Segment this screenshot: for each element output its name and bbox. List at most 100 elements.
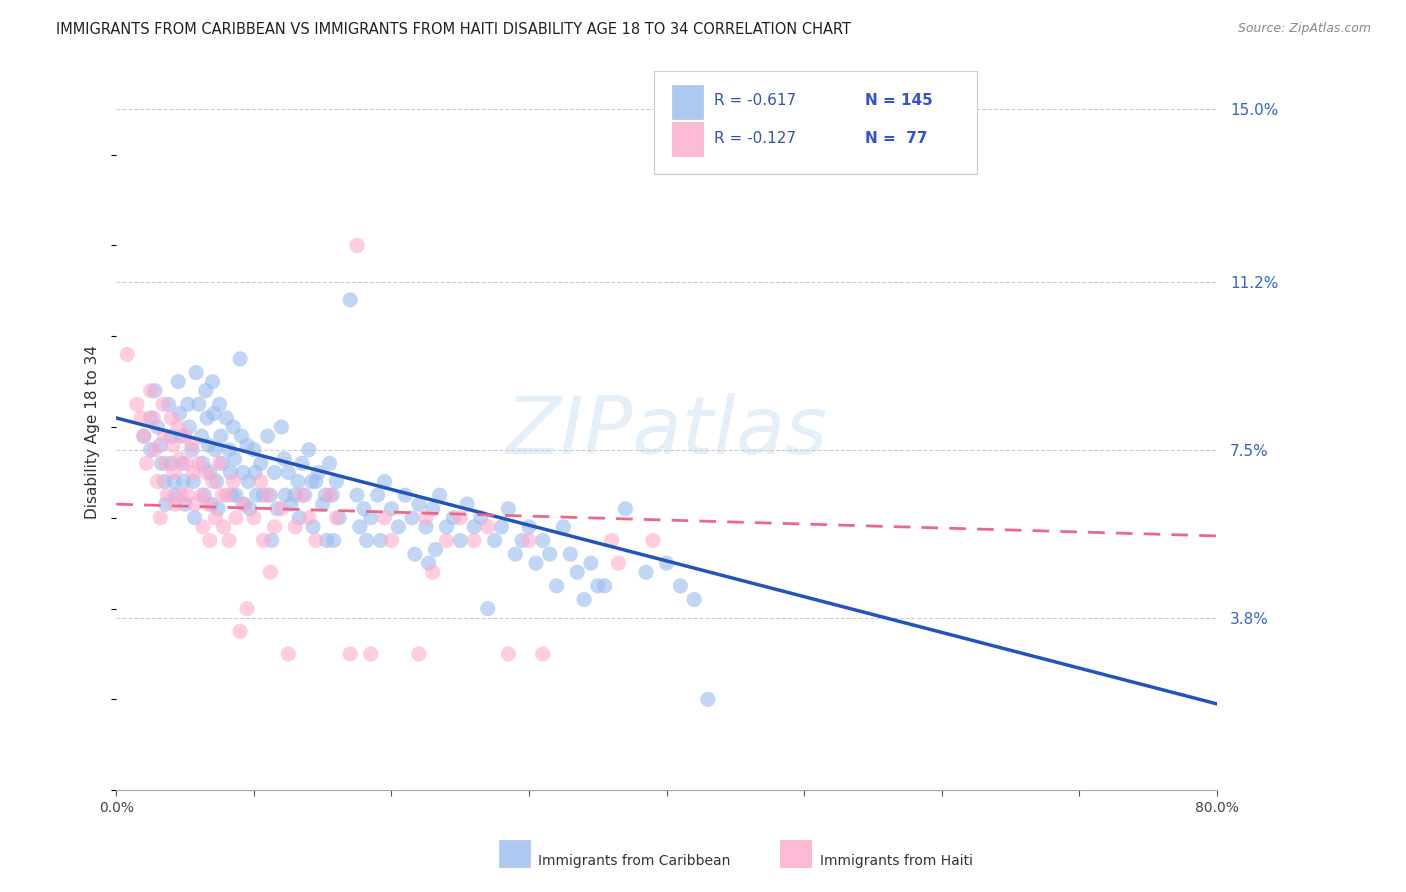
Point xyxy=(219,466,242,480)
Point xyxy=(593,579,616,593)
Point xyxy=(436,533,458,548)
Point xyxy=(425,542,447,557)
Point xyxy=(229,351,252,366)
Point xyxy=(302,520,325,534)
Point xyxy=(380,501,402,516)
Point xyxy=(600,533,623,548)
Text: R = -0.617: R = -0.617 xyxy=(714,94,796,108)
Point xyxy=(321,488,343,502)
Point xyxy=(503,547,526,561)
Point xyxy=(484,533,506,548)
Point xyxy=(367,488,389,502)
Point xyxy=(607,556,630,570)
Point xyxy=(387,520,409,534)
Point xyxy=(225,510,247,524)
Point xyxy=(238,475,260,489)
Point xyxy=(209,429,232,443)
Point xyxy=(201,375,224,389)
Text: IMMIGRANTS FROM CARIBBEAN VS IMMIGRANTS FROM HAITI DISABILITY AGE 18 TO 34 CORRE: IMMIGRANTS FROM CARIBBEAN VS IMMIGRANTS … xyxy=(56,22,851,37)
Point xyxy=(456,497,478,511)
Point xyxy=(222,475,245,489)
Point xyxy=(436,520,458,534)
Point xyxy=(380,533,402,548)
Point xyxy=(232,466,254,480)
Point xyxy=(215,488,238,502)
Point xyxy=(143,442,166,457)
Point xyxy=(177,488,200,502)
Point xyxy=(463,520,485,534)
Point xyxy=(318,488,340,502)
Point xyxy=(170,488,193,502)
Point xyxy=(239,501,262,516)
Point xyxy=(125,397,148,411)
Point xyxy=(259,488,281,502)
Point xyxy=(418,556,440,570)
Point xyxy=(360,510,382,524)
Point xyxy=(211,456,233,470)
Point xyxy=(322,533,344,548)
Point xyxy=(374,510,396,524)
Point xyxy=(179,420,201,434)
Point xyxy=(284,520,307,534)
Point xyxy=(204,510,226,524)
Point xyxy=(181,438,204,452)
Point xyxy=(328,510,350,524)
Point xyxy=(249,456,271,470)
Point xyxy=(301,475,323,489)
Point xyxy=(517,533,540,548)
Point xyxy=(184,366,207,380)
Point xyxy=(236,601,259,615)
Point xyxy=(181,475,204,489)
Point xyxy=(252,488,274,502)
Point xyxy=(169,406,191,420)
Point xyxy=(683,592,706,607)
Point xyxy=(510,533,533,548)
Point xyxy=(655,556,678,570)
Point xyxy=(143,384,166,398)
Point xyxy=(260,533,283,548)
Point xyxy=(187,397,209,411)
Point xyxy=(231,429,253,443)
Point xyxy=(174,497,197,511)
Point xyxy=(408,647,430,661)
Point xyxy=(311,497,333,511)
Point xyxy=(243,442,266,457)
Point xyxy=(176,456,198,470)
Point xyxy=(169,451,191,466)
Point xyxy=(498,501,520,516)
Point xyxy=(517,520,540,534)
Point xyxy=(531,647,554,661)
Point xyxy=(200,497,222,511)
Point xyxy=(263,466,285,480)
Point xyxy=(155,497,177,511)
Point xyxy=(270,501,292,516)
Point xyxy=(139,411,162,425)
Point xyxy=(160,456,183,470)
Point xyxy=(232,497,254,511)
Point xyxy=(572,592,595,607)
Point xyxy=(177,397,200,411)
Point xyxy=(146,475,169,489)
Point xyxy=(314,488,336,502)
Point xyxy=(567,566,589,580)
Point xyxy=(149,510,172,524)
Point xyxy=(245,466,267,480)
Point xyxy=(208,456,231,470)
Point xyxy=(325,475,347,489)
Point xyxy=(408,497,430,511)
Point xyxy=(531,533,554,548)
Text: N = 145: N = 145 xyxy=(865,94,932,108)
Point xyxy=(187,456,209,470)
Point xyxy=(449,510,471,524)
Point xyxy=(150,456,173,470)
Point xyxy=(208,397,231,411)
Text: N =  77: N = 77 xyxy=(865,131,927,145)
Point xyxy=(194,466,217,480)
Point xyxy=(273,451,295,466)
Point xyxy=(394,488,416,502)
Point xyxy=(404,547,426,561)
Point xyxy=(346,238,368,252)
Point xyxy=(274,488,297,502)
Point xyxy=(197,497,219,511)
Text: R = -0.127: R = -0.127 xyxy=(714,131,796,145)
